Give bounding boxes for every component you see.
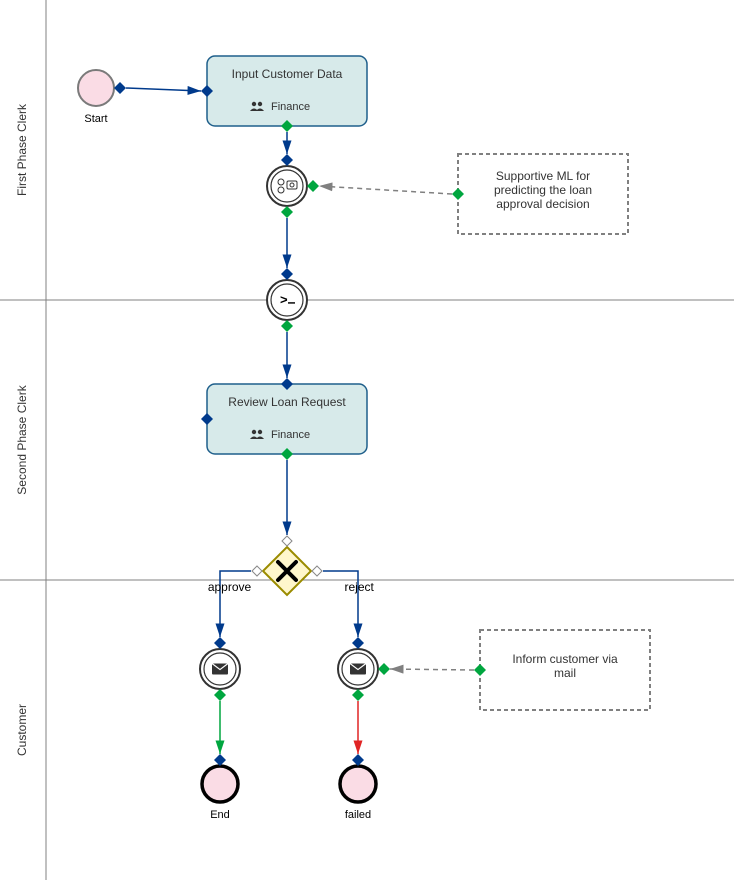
- task-title: Input Customer Data: [232, 67, 343, 81]
- xor-gateway: [252, 536, 322, 595]
- lane-label: Second Phase Clerk: [15, 384, 29, 494]
- end-label: End: [210, 809, 230, 821]
- start-event: Start: [78, 70, 126, 125]
- task-role: Finance: [271, 429, 310, 441]
- task-task2: Review Loan Request Finance: [201, 384, 367, 460]
- annotation-ml: Supportive ML forpredicting the loanappr…: [319, 154, 628, 234]
- annotation-text: Supportive ML for: [496, 169, 590, 183]
- annotation-text: approval decision: [496, 197, 589, 211]
- task-title: Review Loan Request: [228, 395, 346, 409]
- annotation-text: Inform customer via: [512, 652, 618, 666]
- bpmn-diagram: First Phase Clerk Second Phase Clerk Custo…: [0, 0, 734, 880]
- task-role: Finance: [271, 101, 310, 113]
- end-label: failed: [345, 809, 371, 821]
- start-label: Start: [84, 113, 107, 125]
- script-event: >: [267, 268, 307, 332]
- association: [319, 186, 452, 194]
- annotation-text: mail: [554, 666, 576, 680]
- annotation-mail: Inform customer viamail: [390, 630, 650, 710]
- edge-label-reject: reject: [345, 580, 375, 594]
- ml-service-event: [267, 154, 319, 218]
- end-event-no: failed: [340, 754, 376, 821]
- prompt-icon: >: [280, 292, 288, 307]
- lane-label: First Phase Clerk: [15, 103, 29, 196]
- task-task1: Input Customer Data Finance: [201, 56, 367, 132]
- message-event-no: [338, 637, 390, 701]
- lane-label: Customer: [15, 704, 29, 756]
- edge-label-approve: approve: [208, 580, 252, 594]
- message-event-ok: [200, 637, 240, 701]
- sequence-flow: [126, 88, 201, 91]
- annotation-text: predicting the loan: [494, 183, 592, 197]
- end-event-ok: End: [202, 754, 238, 821]
- association: [390, 669, 474, 670]
